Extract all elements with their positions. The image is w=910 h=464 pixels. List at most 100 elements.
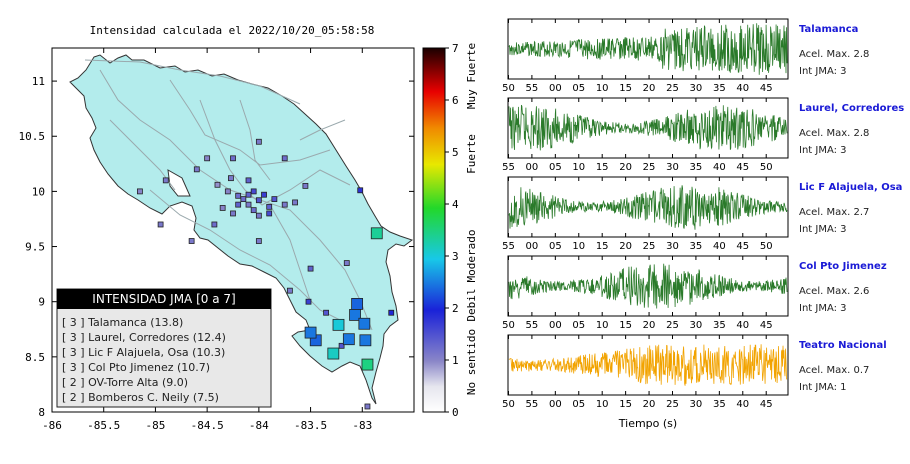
x-tick-label: -86 (42, 419, 62, 432)
waveform-tick-label: 50 (760, 241, 773, 252)
waveform-tick-label: 20 (643, 320, 656, 331)
y-tick-label: 8.5 (25, 351, 45, 364)
station-name: Teatro Nacional (799, 340, 887, 351)
station-marker (358, 317, 371, 330)
legend-item: [ 2 ] OV-Torre Alta (9.0) (62, 376, 188, 389)
station-accel: Acel. Max. 2.7 (799, 207, 869, 218)
waveform-tick-label: 50 (502, 399, 515, 410)
station-marker (255, 197, 262, 204)
colorbar-label: Debil (465, 288, 478, 321)
station-name: Col Pto Jimenez (799, 261, 887, 272)
waveform-trace (508, 185, 788, 230)
station-marker (228, 175, 234, 182)
waveform-tick-label: 05 (572, 320, 585, 331)
x-tick-label: -84 (249, 419, 269, 432)
x-tick-label: -85.5 (87, 419, 120, 432)
station-marker (370, 227, 383, 240)
station-marker (338, 342, 345, 349)
waveform-panel: 55 00 05 10 15 20 25 30 35 40 45 50 Laurel, Corredor… (502, 97, 904, 173)
station-marker (230, 155, 236, 162)
x-tick-label: -84.5 (191, 419, 224, 432)
colorbar-tick-label: 3 (452, 250, 459, 263)
station-accel: Acel. Max. 2.6 (799, 286, 869, 297)
waveform-panel: 50 55 00 05 10 15 20 25 30 35 40 45 Teatro Nacional A… (502, 334, 887, 410)
map-frame (51, 47, 415, 413)
station-marker (235, 201, 242, 208)
waveform-tick-label: 55 (526, 320, 539, 331)
waveform-tick-label: 05 (572, 83, 585, 94)
waveform-tick-label: 20 (643, 83, 656, 94)
station-marker (224, 188, 231, 195)
legend-item: [ 3 ] Talamanca (13.8) (62, 316, 183, 329)
intensity-legend: INTENSIDAD JMA [0 a 7] [ 3 ] Talamanca (… (56, 288, 272, 408)
station-marker (266, 203, 273, 210)
waveform-tick-label: 35 (713, 320, 726, 331)
legend-item: [ 3 ] Col Pto Jimenez (10.7) (62, 361, 210, 374)
colorbar-tick-label: 6 (452, 94, 459, 107)
station-marker (271, 196, 278, 203)
station-marker (245, 191, 252, 198)
legend-item: [ 3 ] Lic F Alajuela, Osa (10.3) (62, 346, 225, 359)
waveform-tick-label: 45 (760, 399, 773, 410)
waveform-tick-label: 15 (619, 83, 632, 94)
waveform-tick-label: 55 (502, 241, 515, 252)
colorbar-tick-label: 2 (452, 302, 459, 315)
station-marker (343, 260, 350, 266)
station-marker (305, 298, 312, 305)
station-marker (214, 181, 221, 188)
waveform-tick-label: 40 (736, 399, 749, 410)
waveform-panels: 50 55 00 05 10 15 20 25 30 35 40 45 Talamanca Acel. M… (502, 18, 904, 410)
waveform-tick-label: 15 (596, 162, 609, 173)
waveform-tick-label: 15 (619, 320, 632, 331)
waveform-tick-label: 50 (502, 320, 515, 331)
station-marker (245, 177, 252, 184)
colorbar-tick-label: 5 (452, 146, 459, 159)
legend-item: [ 3 ] Laurel, Corredores (12.4) (62, 331, 226, 344)
waveform-tick-label: 40 (713, 162, 726, 173)
waveform-tick-label: 25 (666, 83, 679, 94)
waveform-tick-label: 45 (736, 162, 749, 173)
waveform-tick-label: 10 (572, 162, 585, 173)
waveform-tick-label: 40 (713, 241, 726, 252)
station-jma: Int JMA: 3 (799, 224, 847, 235)
station-jma: Int JMA: 3 (799, 145, 847, 156)
station-name: Lic F Alajuela, Osa (799, 182, 902, 193)
station-marker (292, 199, 298, 206)
station-marker (351, 298, 364, 310)
station-marker (240, 196, 247, 203)
waveform-tick-label: 15 (596, 241, 609, 252)
map-axes: -86 -85.5 -85 -84.5 -84 -83.5 -83 8 8.5 9 9.5 10 10.… (19, 48, 414, 432)
y-tick-label: 9 (38, 296, 45, 309)
station-marker (255, 138, 262, 145)
station-marker (255, 238, 262, 244)
legend-item: [ 2 ] Bomberos C. Neily (7.5) (62, 391, 219, 404)
station-jma: Int JMA: 3 (799, 66, 847, 77)
waveform-tick-label: 55 (526, 399, 539, 410)
waveform-tick-label: 40 (736, 83, 749, 94)
station-marker (323, 309, 329, 316)
costa-rica-land (69, 54, 414, 405)
legend-header: INTENSIDAD JMA [0 a 7] (92, 292, 235, 306)
waveform-tick-label: 50 (502, 83, 515, 94)
waveform-tick-label: 05 (549, 241, 562, 252)
x-tick-label: -83 (352, 419, 372, 432)
waveform-tick-label: 25 (666, 320, 679, 331)
waveform-tick-label: 45 (736, 241, 749, 252)
station-jma: Int JMA: 3 (799, 303, 847, 314)
station-marker (281, 155, 288, 162)
waveform-panel: 50 55 00 05 10 15 20 25 30 35 40 45 Col Pto Jimenez A… (502, 255, 887, 331)
x-tick-label: -83.5 (294, 419, 327, 432)
waveform-tick-label: 25 (643, 241, 656, 252)
station-marker (342, 333, 355, 346)
waveform-xlabel: Tiempo (s) (618, 417, 677, 430)
waveform-tick-label: 05 (572, 399, 585, 410)
waveform-tick-label: 45 (760, 83, 773, 94)
waveform-tick-label: 30 (666, 241, 679, 252)
station-marker (230, 210, 236, 217)
colorbar-label: Moderado (465, 230, 478, 283)
waveform-tick-label: 15 (619, 399, 632, 410)
colorbar-label: No sentido (465, 329, 478, 395)
legend-header-bar (57, 289, 271, 309)
colorbar-labels: No sentido Debil Moderado Fuerte Muy Fue… (465, 43, 478, 395)
